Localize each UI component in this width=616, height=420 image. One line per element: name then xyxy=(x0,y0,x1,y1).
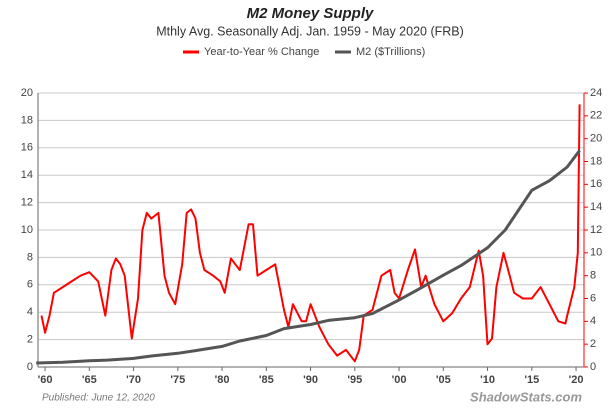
y2-tick-label: 20 xyxy=(590,133,602,145)
x-tick-label: '85 xyxy=(259,374,274,386)
y-tick-label: 16 xyxy=(21,142,33,154)
chart-subtitle: Mthly Avg. Seasonally Adj. Jan. 1959 - M… xyxy=(156,24,464,38)
x-tick-label: '05 xyxy=(436,374,451,386)
x-tick-label: '75 xyxy=(170,374,185,386)
x-tick-label: '95 xyxy=(347,374,362,386)
x-tick-label: '20 xyxy=(569,374,584,386)
y2-tick-label: 24 xyxy=(590,87,602,99)
x-tick-label: '15 xyxy=(524,374,539,386)
y-tick-label: 12 xyxy=(21,197,33,209)
legend-label: Year-to-Year % Change xyxy=(204,46,319,58)
x-tick-label: '10 xyxy=(480,374,495,386)
y2-tick-label: 16 xyxy=(590,178,602,190)
footnote: Published: June 12, 2020 xyxy=(42,393,155,404)
y-tick-label: 4 xyxy=(27,306,33,318)
x-tick-label: '00 xyxy=(392,374,407,386)
x-tick-label: '80 xyxy=(215,374,230,386)
series-line xyxy=(40,104,581,363)
y-tick-label: 0 xyxy=(27,361,33,373)
x-tick-label: '70 xyxy=(126,374,141,386)
watermark: ShadowStats.com xyxy=(470,389,582,404)
y-tick-label: 14 xyxy=(21,169,33,181)
series-line xyxy=(36,149,581,365)
y-tick-label: 18 xyxy=(21,114,33,126)
chart-title: M2 Money Supply xyxy=(247,5,374,22)
y2-tick-label: 10 xyxy=(590,247,602,259)
y2-tick-label: 2 xyxy=(590,338,596,350)
y-tick-label: 10 xyxy=(21,224,33,236)
y2-tick-label: 4 xyxy=(590,315,596,327)
y2-tick-label: 22 xyxy=(590,110,602,122)
y2-tick-label: 6 xyxy=(590,292,596,304)
y2-tick-label: 18 xyxy=(590,155,602,167)
y2-tick-label: 14 xyxy=(590,201,602,213)
y-tick-label: 6 xyxy=(27,279,33,291)
y2-tick-label: 8 xyxy=(590,270,596,282)
y-tick-label: 8 xyxy=(27,251,33,263)
x-tick-label: '90 xyxy=(303,374,318,386)
y2-tick-label: 0 xyxy=(590,361,596,373)
x-tick-label: '60 xyxy=(38,374,53,386)
y-tick-label: 2 xyxy=(27,334,33,346)
legend-label: M2 ($Trillions) xyxy=(356,46,425,58)
y-tick-label: 20 xyxy=(21,87,33,99)
y2-tick-label: 12 xyxy=(590,224,602,236)
x-tick-label: '65 xyxy=(82,374,97,386)
